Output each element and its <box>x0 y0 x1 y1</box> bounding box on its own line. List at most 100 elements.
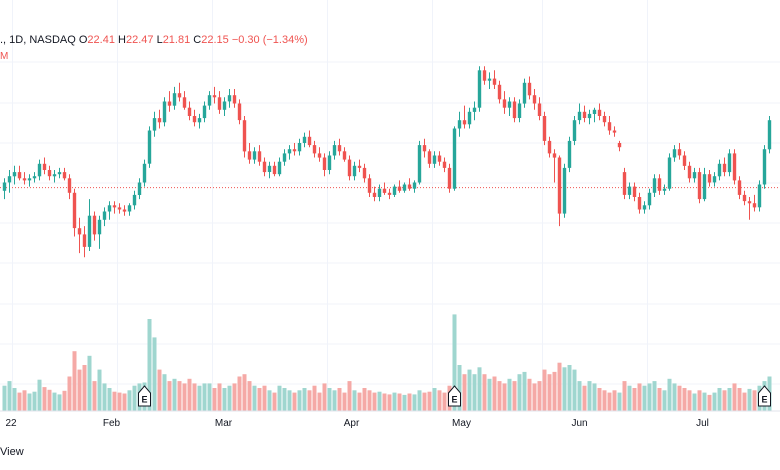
volume-bar <box>472 374 477 411</box>
volume-bar <box>457 365 462 411</box>
volume-bar <box>117 392 122 411</box>
volume-bar <box>467 369 472 411</box>
volume-bar <box>217 383 222 411</box>
candle <box>337 138 342 156</box>
volume-bar <box>237 376 242 411</box>
volume-bar <box>12 388 17 411</box>
volume-bar <box>732 383 737 411</box>
time-axis-label: 22 <box>6 418 18 429</box>
candle <box>762 145 767 189</box>
volume-bar <box>127 390 132 411</box>
candle <box>672 145 677 162</box>
candle <box>362 163 367 183</box>
legend-change: −0.30 (−1.34%) <box>231 34 308 46</box>
candle <box>137 178 142 200</box>
candle <box>582 105 587 123</box>
candle <box>342 147 347 162</box>
volume-bar <box>112 391 117 411</box>
volume-bar <box>662 390 667 411</box>
volume-bar <box>652 381 657 411</box>
volume-bar <box>7 381 12 411</box>
candle <box>107 201 112 220</box>
candle <box>617 140 622 152</box>
earnings-marker[interactable]: E <box>758 385 771 407</box>
volume-bar <box>537 381 542 411</box>
volume-bar <box>632 388 637 411</box>
candle <box>667 153 672 191</box>
candle <box>552 149 557 183</box>
volume-bar <box>557 362 562 411</box>
volume-bar <box>502 383 507 411</box>
volume-bar <box>177 381 182 411</box>
candle <box>747 197 752 220</box>
candle <box>687 161 692 183</box>
volume-bar <box>82 365 87 411</box>
candle <box>577 103 582 125</box>
candle <box>22 172 27 185</box>
volume-bar <box>232 383 237 411</box>
volume-bar <box>132 385 137 411</box>
volume-bar <box>552 371 557 411</box>
volume-bar <box>477 367 482 411</box>
candle <box>307 130 312 148</box>
volume-bar <box>687 390 692 411</box>
volume-bar <box>327 388 332 411</box>
volume-bar <box>612 390 617 411</box>
volume-bar <box>347 381 352 411</box>
volume-bar <box>482 374 487 411</box>
candle <box>417 140 422 185</box>
volume-bar <box>402 394 407 411</box>
candle <box>167 91 172 112</box>
view-link[interactable]: View <box>0 446 24 458</box>
candle <box>612 126 617 137</box>
time-axis-label: May <box>452 418 471 429</box>
legend-close-value: 22.15 <box>201 34 229 46</box>
volume-bar <box>372 392 377 411</box>
volume-bar <box>357 392 362 411</box>
candle <box>102 207 107 227</box>
candle <box>282 149 287 166</box>
candle <box>722 157 727 177</box>
candle <box>382 182 387 195</box>
earnings-marker[interactable]: E <box>138 385 151 407</box>
price-candles <box>2 66 772 258</box>
candle <box>682 151 687 170</box>
volume-bar <box>607 392 612 411</box>
legend-high-label: H <box>118 34 126 46</box>
candle <box>327 151 332 175</box>
candle <box>207 91 212 110</box>
candle <box>487 72 492 89</box>
candle <box>117 203 122 214</box>
candle <box>357 159 362 173</box>
candle <box>317 147 322 162</box>
volume-bar <box>577 381 582 411</box>
volume-bar <box>247 381 252 411</box>
candle <box>67 174 72 200</box>
candle <box>332 140 337 160</box>
candle <box>557 155 562 227</box>
volume-bar <box>412 394 417 411</box>
candle <box>142 159 147 187</box>
candle <box>462 105 467 129</box>
candle <box>442 157 447 173</box>
candle <box>242 116 247 158</box>
volume-bar <box>737 388 742 411</box>
volume-bar <box>222 388 227 411</box>
volume-bar <box>197 385 202 411</box>
candle <box>122 205 127 216</box>
candle <box>512 97 517 123</box>
volume-bar <box>637 383 642 411</box>
volume-bar <box>572 369 577 411</box>
volume-bar <box>17 392 22 411</box>
volume-bar <box>517 374 522 411</box>
volume-bar <box>312 385 317 411</box>
volume-bar <box>542 369 547 411</box>
candle <box>297 138 302 156</box>
candle <box>262 157 267 177</box>
earnings-marker[interactable]: E <box>448 385 461 407</box>
candle <box>32 172 37 183</box>
volume-bar <box>382 393 387 411</box>
volume-bar <box>727 388 732 411</box>
